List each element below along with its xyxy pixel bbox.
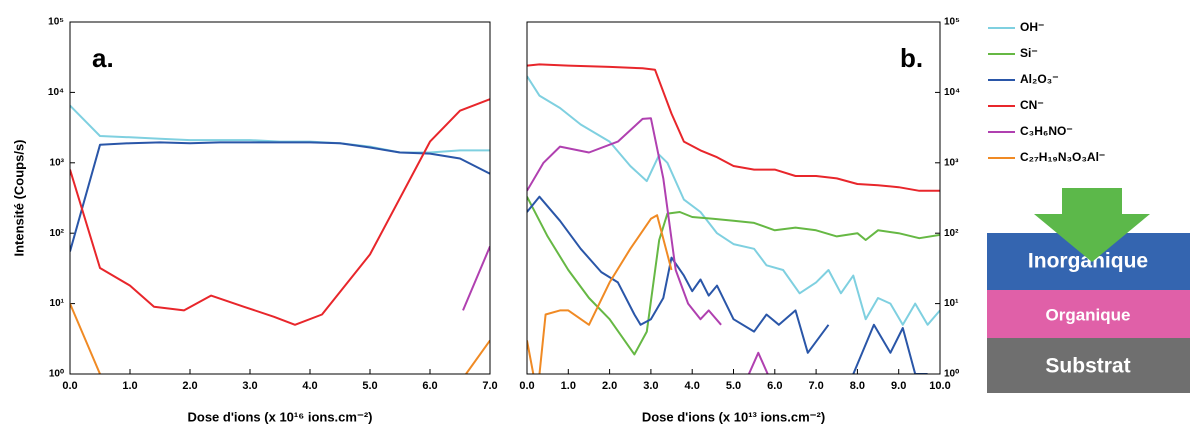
layer-label: Organique [1045, 305, 1130, 324]
y-tick-label: 10² [944, 228, 959, 239]
plot-frame [69, 21, 491, 375]
y-tick-label: 10⁰ [944, 369, 959, 380]
x-tick-label: 2.0 [602, 380, 617, 392]
series-line [527, 75, 940, 326]
layer [987, 338, 1190, 393]
y-tick-label: 10¹ [944, 298, 959, 309]
x-tick-label: 3.0 [242, 380, 257, 392]
x-tick-label: 9.0 [891, 380, 906, 392]
plot-frame [526, 21, 941, 375]
x-tick-label: 4.0 [302, 380, 317, 392]
legend-label: Al₂O₃⁻ [1020, 72, 1059, 86]
legend-label: Si⁻ [1020, 46, 1038, 60]
x-tick-label: 10.0 [929, 380, 950, 392]
x-tick-label: 0.0 [519, 380, 534, 392]
layer [987, 290, 1190, 338]
x-tick-label: 0.0 [62, 380, 77, 392]
y-tick-label: 10⁰ [49, 369, 64, 380]
series-line [527, 117, 769, 374]
panel-label: a. [92, 43, 114, 73]
series-line [527, 195, 928, 374]
panel-label: b. [900, 43, 923, 73]
x-tick-label: 5.0 [726, 380, 741, 392]
x-tick-label: 3.0 [643, 380, 658, 392]
legend-label: C₃H₆NO⁻ [1020, 124, 1073, 138]
series-line [527, 63, 940, 192]
x-axis-label: Dose d'ions (x 10¹³ ions.cm⁻²) [642, 409, 825, 424]
y-axis-label: Intensité (Coups/s) [11, 139, 26, 256]
arrow [1034, 188, 1150, 262]
x-tick-label: 7.0 [808, 380, 823, 392]
y-tick-label: 10⁴ [48, 87, 64, 98]
x-tick-label: 8.0 [850, 380, 865, 392]
y-tick-label: 10¹ [50, 298, 65, 309]
series-line [527, 196, 940, 356]
y-tick-label: 10⁵ [944, 17, 960, 28]
x-tick-label: 4.0 [685, 380, 700, 392]
y-tick-label: 10³ [50, 157, 65, 168]
series-line [70, 141, 490, 252]
series-line [70, 303, 101, 374]
legend-label: C₂₇H₁₉N₃O₃Al⁻ [1020, 150, 1105, 164]
legend-label: CN⁻ [1020, 98, 1044, 112]
x-tick-label: 6.0 [422, 380, 437, 392]
layer-label: Substrat [1045, 355, 1130, 378]
y-tick-label: 10⁴ [944, 87, 960, 98]
x-tick-label: 1.0 [122, 380, 137, 392]
layer-label: Inorganique [1028, 250, 1148, 273]
x-tick-label: 1.0 [561, 380, 576, 392]
y-tick-label: 10² [50, 228, 65, 239]
x-tick-label: 2.0 [182, 380, 197, 392]
series-line [527, 214, 673, 374]
diagram: Inorganique Organique Substrat [987, 188, 1190, 393]
series-line [465, 339, 490, 374]
x-axis-label: Dose d'ions (x 10¹⁶ ions.cm⁻²) [188, 409, 373, 424]
lines [527, 63, 940, 374]
lines [70, 98, 490, 374]
x-tick-label: 7.0 [482, 380, 497, 392]
series-line [70, 98, 490, 326]
x-tick-label: 5.0 [362, 380, 377, 392]
y-tick-label: 10³ [944, 157, 959, 168]
series-line [462, 246, 490, 311]
x-tick-label: 6.0 [767, 380, 782, 392]
legend-label: OH⁻ [1020, 20, 1044, 34]
y-tick-label: 10⁵ [48, 17, 64, 28]
